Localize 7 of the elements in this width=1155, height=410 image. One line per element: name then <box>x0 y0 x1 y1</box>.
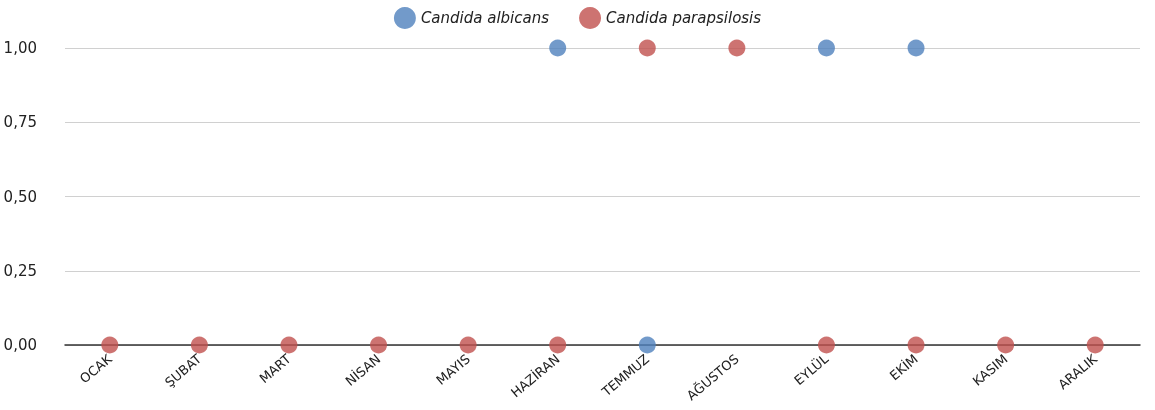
legend-label: Candida albicans <box>420 9 550 27</box>
y-tick-label: 0,25 <box>3 261 37 280</box>
y-tick-label: 0,00 <box>3 336 37 354</box>
legend-label: Candida parapsilosis <box>606 9 762 27</box>
y-tick-label: 1,00 <box>3 39 37 57</box>
y-tick-label: 0,75 <box>3 113 37 132</box>
y-tick-label: 0,50 <box>3 187 37 206</box>
